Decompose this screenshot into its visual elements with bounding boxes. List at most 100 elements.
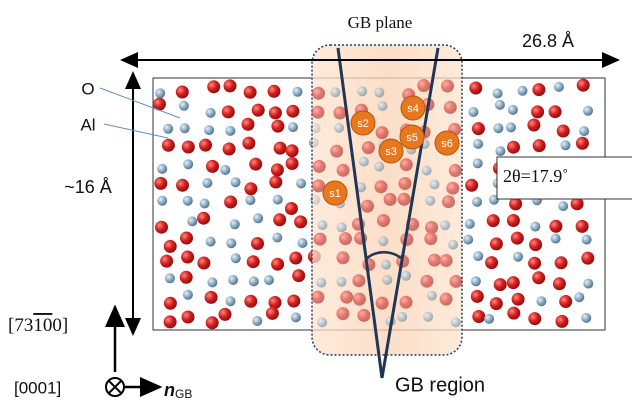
aluminum-atom xyxy=(561,140,571,150)
oxygen-atom xyxy=(362,141,375,154)
aluminum-atom xyxy=(530,222,540,232)
aluminum-atom xyxy=(440,220,450,230)
oxygen-atom xyxy=(549,105,562,118)
oxygen-atom xyxy=(471,290,484,303)
oxygen-atom xyxy=(507,276,520,289)
oxygen-atom xyxy=(313,160,326,173)
aluminum-atom xyxy=(183,196,193,206)
oxygen-atom xyxy=(224,79,237,92)
aluminum-atom xyxy=(506,122,516,132)
oxygen-atom xyxy=(164,297,177,310)
oxygen-atom xyxy=(485,256,498,269)
normal-label: nGB xyxy=(164,380,192,401)
oxygen-atom xyxy=(532,83,545,96)
aluminum-atom xyxy=(293,87,303,97)
oxygen-atom xyxy=(242,137,255,150)
aluminum-atom xyxy=(207,277,217,287)
oxygen-atom xyxy=(377,214,390,227)
oxygen-atom xyxy=(244,86,257,99)
text: 10 xyxy=(33,315,52,336)
oxygen-atom xyxy=(176,86,189,99)
text: GB xyxy=(175,387,192,401)
oxygen-atom xyxy=(424,232,437,245)
oxygen-atom xyxy=(222,105,235,118)
oxygen-atom xyxy=(512,293,525,306)
oxygen-atom xyxy=(384,193,397,206)
aluminum-atom xyxy=(397,312,407,322)
aluminum-atom xyxy=(357,86,367,96)
aluminum-label: Al xyxy=(80,115,95,134)
direction-out-label: [0001] xyxy=(14,378,61,397)
figure: GB plane 26.8 Å ~16 Å O Al 2θ=17.9˚ s1s2… xyxy=(0,0,632,402)
oxygen-atom xyxy=(271,163,284,176)
aluminum-atom xyxy=(273,195,283,205)
oxygen-atom xyxy=(182,141,195,154)
aluminum-atom xyxy=(317,317,327,327)
oxygen-atom xyxy=(511,232,524,245)
oxygen-atom xyxy=(425,221,438,234)
aluminum-atom xyxy=(473,139,483,149)
aluminum-atom xyxy=(583,279,593,289)
aluminum-atom xyxy=(536,296,546,306)
aluminum-atom xyxy=(374,88,384,98)
aluminum-atom xyxy=(337,277,347,287)
site-label: s6 xyxy=(441,138,453,150)
oxygen-atom xyxy=(353,293,366,306)
oxygen-atom xyxy=(528,257,541,270)
oxygen-atom xyxy=(162,139,175,152)
aluminum-atom xyxy=(469,107,479,117)
angle-label: 2θ=17.9˚ xyxy=(503,166,568,186)
oxygen-atom xyxy=(286,157,299,170)
aluminum-atom xyxy=(334,123,344,133)
oxygen-atom xyxy=(269,176,282,189)
oxygen-atom xyxy=(180,271,193,284)
oxygen-atom xyxy=(287,295,300,308)
aluminum-atom xyxy=(583,106,593,116)
oxygen-atom xyxy=(244,182,257,195)
oxygen-atom xyxy=(269,296,282,309)
gb-region-label: GB region xyxy=(395,374,485,396)
oxygen-atom xyxy=(219,308,232,321)
oxygen-atom xyxy=(417,79,430,92)
aluminum-atom xyxy=(249,276,259,286)
oxygen-atom xyxy=(528,312,541,325)
aluminum-atom xyxy=(245,195,255,205)
aluminum-atom xyxy=(179,101,189,111)
aluminum-atom xyxy=(231,253,241,263)
oxygen-atom xyxy=(428,254,441,267)
oxygen-atom xyxy=(224,196,237,209)
oxygen-atom xyxy=(400,158,413,171)
aluminum-atom xyxy=(220,165,230,175)
aluminum-atom xyxy=(423,312,433,322)
oxygen-atom xyxy=(446,182,459,195)
oxygen-atom xyxy=(333,106,346,119)
aluminum-atom xyxy=(157,196,167,206)
aluminum-atom xyxy=(230,219,240,229)
oxygen-atom xyxy=(197,257,210,270)
aluminum-atom xyxy=(374,162,384,172)
oxygen-atom xyxy=(205,291,218,304)
site-label: s5 xyxy=(406,132,418,144)
aluminum-atom xyxy=(484,314,494,324)
aluminum-atom xyxy=(252,316,262,326)
oxygen-atom xyxy=(420,275,433,288)
oxygen-atom xyxy=(286,144,299,157)
oxygen-atom xyxy=(440,254,453,267)
oxygen-atom xyxy=(532,271,545,284)
aluminum-atom xyxy=(493,123,503,133)
oxygen-atom xyxy=(164,240,177,253)
oxygen-atom xyxy=(557,125,570,138)
aluminum-atom xyxy=(579,126,589,136)
aluminum-atom xyxy=(337,222,347,232)
aluminum-atom xyxy=(465,219,475,229)
oxygen-atom xyxy=(244,295,257,308)
oxygen-atom xyxy=(271,258,284,271)
aluminum-atom xyxy=(225,126,235,136)
oxygen-atom xyxy=(180,232,193,245)
oxygen-label: O xyxy=(81,79,94,98)
oxygen-atom xyxy=(337,251,350,264)
oxygen-atom xyxy=(444,101,457,114)
oxygen-atom xyxy=(274,142,287,155)
oxygen-atom xyxy=(533,139,546,152)
oxygen-atom xyxy=(581,252,594,265)
